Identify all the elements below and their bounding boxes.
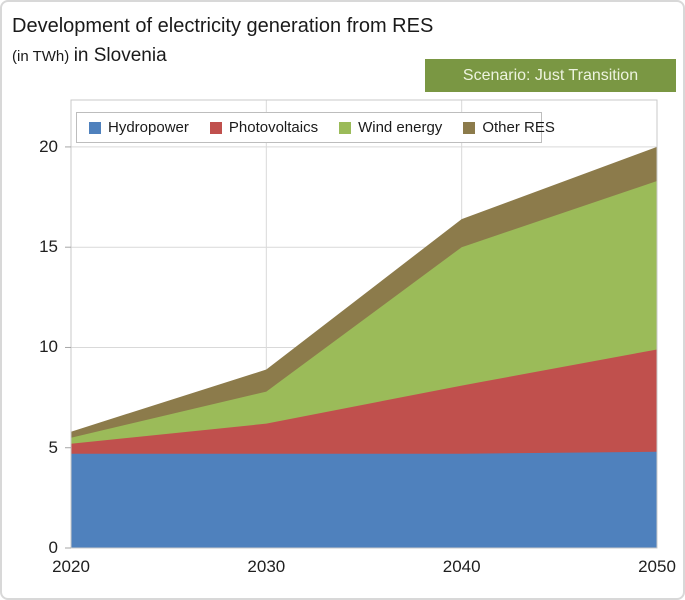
legend-swatch-wind-energy	[339, 121, 352, 134]
x-axis-label-2040: 2040	[442, 557, 481, 576]
legend-label: Wind energy	[358, 119, 443, 136]
legend-item-hydropower: Hydropower	[89, 119, 189, 136]
scenario-badge: Scenario: Just Transition	[425, 59, 676, 92]
x-axis-label-2030: 2030	[247, 557, 286, 576]
legend-item-photovoltaics: Photovoltaics	[209, 119, 319, 136]
chart-title: Development of electricity generation fr…	[12, 15, 434, 37]
legend-label: Hydropower	[108, 119, 189, 136]
plot-border	[70, 99, 658, 549]
chart-region-label: in Slovenia	[73, 45, 167, 66]
y-axis-label-15: 15	[39, 237, 58, 257]
y-axis-label-20: 20	[39, 136, 58, 156]
chart-unit-label: (in TWh)	[12, 48, 70, 65]
legend-label: Other RES	[482, 119, 555, 136]
chart-header: Development of electricity generation fr…	[12, 14, 433, 68]
legend-swatch-photovoltaics	[209, 121, 222, 134]
legend-item-other-res: Other RES	[463, 119, 555, 136]
legend-swatch-hydropower	[89, 121, 101, 134]
chart-subtitle: (in TWh) in Slovenia	[12, 44, 433, 68]
chart-legend: Hydropower Photovoltaics Wind energy Oth…	[76, 112, 555, 143]
legend-swatch-other-res	[463, 121, 476, 134]
y-axis-label-5: 5	[48, 437, 58, 457]
legend-label: Photovoltaics	[228, 119, 319, 136]
area-hydropower	[71, 451, 657, 548]
x-axis-label-2020: 2020	[52, 557, 90, 576]
legend-item-wind-energy: Wind energy	[339, 119, 442, 136]
y-axis-label-10: 10	[39, 337, 58, 357]
y-axis-label-0: 0	[48, 538, 58, 557]
x-axis-label-2050: 2050	[638, 557, 676, 576]
